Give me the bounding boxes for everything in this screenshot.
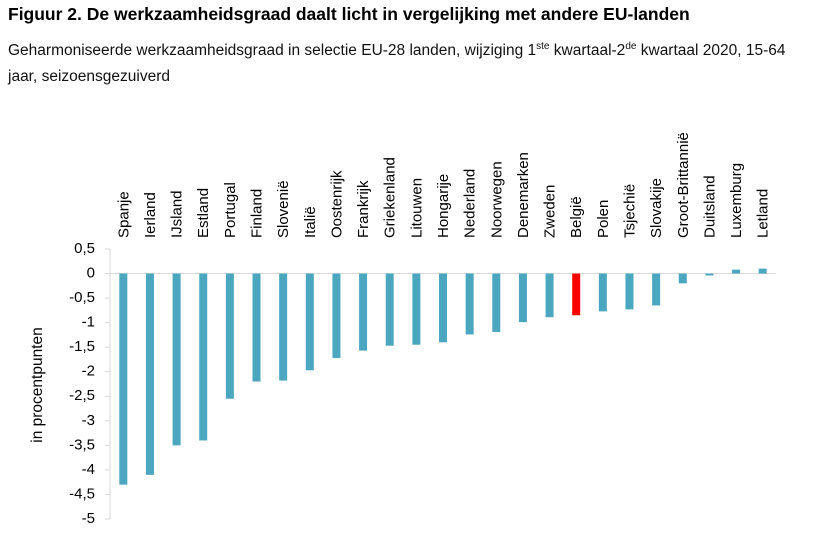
category-label: Denemarken	[515, 152, 532, 238]
bar-luxemburg	[732, 269, 741, 274]
bar-litouwen	[412, 273, 421, 345]
bar-letland	[758, 268, 767, 274]
y-tick-label: -1	[82, 314, 95, 331]
bar-spanje	[119, 273, 128, 485]
bar-hongarije	[439, 273, 447, 343]
bars	[119, 268, 767, 485]
bar-finland	[252, 273, 261, 382]
category-label: Zweden	[542, 185, 559, 238]
y-tick-label: 0,5	[74, 240, 95, 257]
category-label: Nederland	[462, 169, 479, 238]
bar-tsjechi-	[625, 273, 634, 310]
bar-zweden	[545, 273, 554, 318]
category-label: Hongarije	[435, 174, 452, 238]
category-label: Estland	[195, 188, 212, 238]
category-label: Finland	[249, 189, 266, 238]
bar-nederland	[465, 273, 474, 335]
y-tick-label: -4,5	[69, 485, 95, 502]
bar-griekenland	[385, 273, 394, 346]
y-tick-label: -4	[82, 461, 95, 478]
bar-ijsland	[172, 273, 181, 446]
category-labels: Spanje Ierland IJsland Estland Portugal Finla…	[115, 132, 771, 238]
category-label: Italië	[302, 206, 319, 238]
bar-itali-	[305, 273, 314, 371]
subtitle-superscript-2: de	[625, 41, 637, 52]
bar-denemarken	[518, 273, 527, 323]
category-label: Duitsland	[701, 175, 718, 238]
subtitle-text-1: Geharmoniseerde werkzaamheidsgraad in se…	[8, 42, 537, 59]
category-label: Groot-Brittannië	[675, 132, 692, 238]
subtitle-superscript-1: ste	[536, 41, 550, 52]
y-tick-label: -2	[82, 363, 95, 380]
category-label: Noorwegen	[488, 161, 505, 238]
category-label: Slovenië	[275, 180, 292, 238]
bar-oostenrijk	[332, 273, 341, 358]
category-label: Litouwen	[408, 178, 425, 238]
bar-frankrijk	[359, 273, 368, 351]
category-label: Oostenrijk	[328, 170, 345, 238]
category-label: Slovakije	[648, 178, 665, 238]
y-tick-label: 0	[87, 265, 95, 282]
y-tick-label: -2,5	[69, 387, 95, 404]
subtitle-text-3: kwartaal 2020, 15-64 jaar, seizoensgezui…	[8, 42, 786, 85]
subtitle-text-2: kwartaal-2	[549, 42, 626, 59]
bar-noorwegen	[492, 273, 501, 332]
category-label: Portugal	[222, 182, 239, 238]
category-label: Ierland	[142, 192, 159, 238]
category-label: Polen	[595, 200, 612, 238]
category-label: IJsland	[169, 190, 186, 238]
figure-subtitle: Geharmoniseerde werkzaamheidsgraad in se…	[8, 38, 813, 90]
category-label: Spanje	[115, 191, 132, 238]
category-label: Griekenland	[382, 157, 399, 238]
category-label: Letland	[755, 189, 772, 238]
y-tick-label: -3	[82, 412, 95, 429]
bar-groot-brittanni-	[678, 273, 687, 284]
bar-portugal	[225, 273, 234, 399]
y-axis-ticks: 0,5 0 -0,5 -1 -1,5 -2 -2,5 -3 -3,5 -4 -4,5 -5	[69, 240, 110, 527]
category-label: Tsjechië	[621, 184, 638, 238]
bar-sloveni-	[279, 273, 288, 381]
figure-title: Figuur 2. De werkzaamheidsgraad daalt li…	[8, 4, 690, 24]
bar-polen	[598, 273, 607, 312]
category-label: België	[568, 196, 585, 238]
bar-belgi-	[572, 273, 581, 316]
bar-estland	[199, 273, 208, 441]
y-tick-label: -3,5	[69, 436, 95, 453]
bar-slovakije	[652, 273, 661, 306]
bar-ierland	[145, 273, 154, 475]
bar-duitsland	[705, 273, 714, 276]
category-label: Luxemburg	[728, 163, 745, 238]
y-tick-label: -1,5	[69, 338, 95, 355]
category-label: Frankrijk	[355, 180, 372, 238]
y-tick-label: -0,5	[69, 289, 95, 306]
y-axis-title: in procentpunten	[29, 327, 46, 442]
y-tick-label: -5	[82, 510, 95, 527]
